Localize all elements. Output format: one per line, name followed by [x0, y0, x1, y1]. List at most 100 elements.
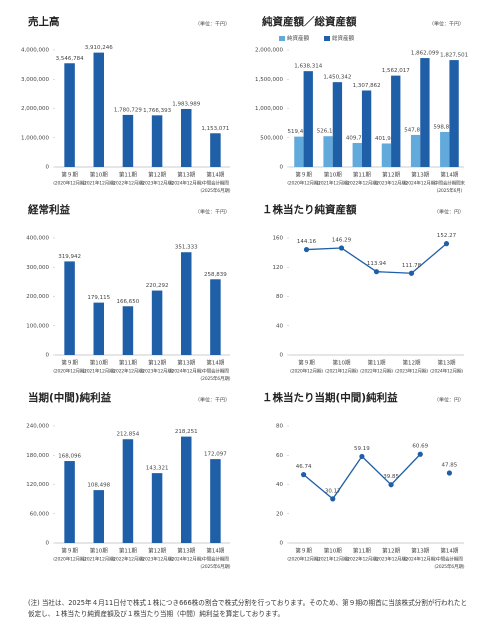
y-tick-label: 160 — [273, 236, 284, 242]
x-tick-note: (2020年12月期) — [287, 180, 320, 187]
x-tick-label: 第13期 — [411, 171, 429, 179]
point — [303, 246, 310, 253]
x-tick-note: (2021年12月期) — [82, 180, 115, 187]
y-tick-label: 0 — [280, 165, 284, 171]
x-tick-note: (2022年12月期) — [346, 180, 379, 187]
point — [300, 472, 307, 478]
line — [306, 243, 447, 274]
bar — [151, 115, 163, 167]
x-tick-note: 中間会計期間末 — [434, 180, 465, 187]
x-tick-label: 第13期 — [177, 359, 195, 367]
bar — [151, 473, 163, 543]
y-tick-label: 2,000,000 — [21, 106, 49, 112]
x-tick-note: (2023年12月期) — [375, 180, 408, 187]
x-tick-note: (2020年12月期) — [53, 368, 86, 375]
x-tick-note: (2022年12月期) — [112, 556, 145, 563]
x-tick-note: (2024年12月期) — [404, 556, 437, 563]
x-tick-label: 第９期 — [61, 359, 78, 367]
point — [373, 269, 380, 275]
y-tick-label: 300,000 — [26, 265, 49, 271]
y-tick-label: 0 — [46, 541, 50, 547]
x-tick-note: (2020年12月期) — [290, 368, 323, 375]
value-label: 1,780,729 — [114, 107, 142, 113]
bar — [420, 58, 430, 167]
x-tick-note: (2024年12月期) — [170, 368, 203, 375]
charts: 売上高 （単位：千円） 0 1,000,000 2,000,000 3,000,000 4,… — [21, 15, 468, 570]
value-label: 146.29 — [332, 238, 352, 244]
x-tick-label: 第10期 — [324, 547, 342, 555]
x-tick-note: (2021年12月期) — [82, 556, 115, 563]
value-label: 3,546,784 — [56, 56, 84, 62]
value-label: 1,638,314 — [294, 64, 322, 70]
x-tick-label: 第９期 — [61, 171, 78, 179]
x-tick-note: (2025年6月期) — [200, 187, 230, 194]
x-tick-note: (2023年12月期) — [395, 368, 428, 375]
value-label: 144.16 — [297, 239, 317, 245]
value-label: 351,333 — [175, 245, 198, 251]
bar — [64, 461, 75, 543]
x-tick-note: (2025年6月期) — [434, 563, 464, 570]
y-tick-label: 0 — [46, 353, 50, 359]
unit-label: （単位：千円） — [429, 21, 464, 28]
x-tick-note: (2020年12月期) — [53, 556, 86, 563]
x-tick-label: 第13期 — [411, 547, 429, 555]
x-tick-note: (2025年6月期) — [200, 375, 230, 382]
value-label: 1,153,071 — [201, 126, 229, 132]
x-tick-note: (2021年12月期) — [316, 180, 349, 187]
x-tick-label: 第12期 — [382, 171, 400, 179]
x-tick-note: 中間会計期間 — [202, 180, 229, 187]
value-label: 39.85 — [383, 474, 399, 480]
value-label: 30.17 — [325, 488, 341, 494]
value-label: 111.78 — [402, 263, 422, 269]
chart-title: 売上高 — [28, 15, 60, 28]
x-tick-note: (2024年12月期) — [170, 556, 203, 563]
value-label: 1,307,862 — [353, 83, 381, 89]
x-tick-note: (2024年12月期) — [430, 368, 463, 375]
legend-swatch — [324, 36, 330, 41]
y-tick-label: 80 — [276, 294, 283, 300]
x-tick-note: (2022年12月期) — [346, 556, 379, 563]
bar — [210, 459, 221, 543]
value-label: 113.94 — [367, 261, 387, 267]
value-label: 1,827,501 — [440, 53, 468, 59]
value-label: 1,766,393 — [143, 108, 171, 114]
y-tick-label: 400,000 — [26, 236, 49, 242]
value-label: 1,562,017 — [382, 68, 410, 74]
y-tick-label: 240,000 — [26, 424, 49, 430]
y-tick-label: 1,000,000 — [255, 106, 283, 112]
value-label: 60.69 — [412, 444, 428, 450]
value-label: 212,854 — [117, 432, 140, 438]
chart-title: 当期(中間)純利益 — [28, 391, 112, 404]
bar — [181, 436, 192, 543]
y-tick-label: 4,000,000 — [21, 48, 49, 54]
x-tick-label: 第11期 — [119, 171, 137, 179]
x-tick-label: 第10期 — [90, 547, 108, 555]
bar — [391, 75, 401, 167]
x-tick-note: (2020年12月期) — [287, 556, 320, 563]
point — [446, 470, 453, 476]
x-tick-label: 第12期 — [148, 359, 166, 367]
bar — [64, 63, 75, 167]
chart-title: １株当たり当期(中間)純利益 — [262, 391, 398, 404]
unit-label: （単位：円） — [434, 209, 464, 216]
value-label: 59.19 — [354, 446, 370, 452]
x-tick-label: 第11期 — [119, 359, 137, 367]
x-tick-note: (2022年12月期) — [112, 368, 145, 375]
x-tick-note: 中間会計期間 — [202, 368, 229, 375]
legend-label: 純資産額 — [287, 34, 310, 42]
unit-label: （単位：円） — [434, 397, 464, 404]
value-label: 168,096 — [58, 454, 81, 460]
value-label: 143,321 — [146, 466, 169, 472]
value-label: 218,251 — [175, 429, 198, 435]
y-tick-label: 60,000 — [30, 511, 50, 517]
unit-label: （単位：千円） — [195, 209, 230, 216]
line — [303, 453, 421, 500]
x-tick-note: (2021年12月期) — [82, 368, 115, 375]
y-tick-label: 20 — [276, 511, 283, 517]
value-label: 179,115 — [87, 295, 110, 301]
value-label: 598,802 — [433, 124, 456, 130]
y-tick-label: 0 — [46, 165, 50, 171]
y-tick-label: 40 — [276, 323, 283, 329]
bar — [181, 252, 192, 355]
x-tick-label: 第10期 — [90, 171, 108, 179]
